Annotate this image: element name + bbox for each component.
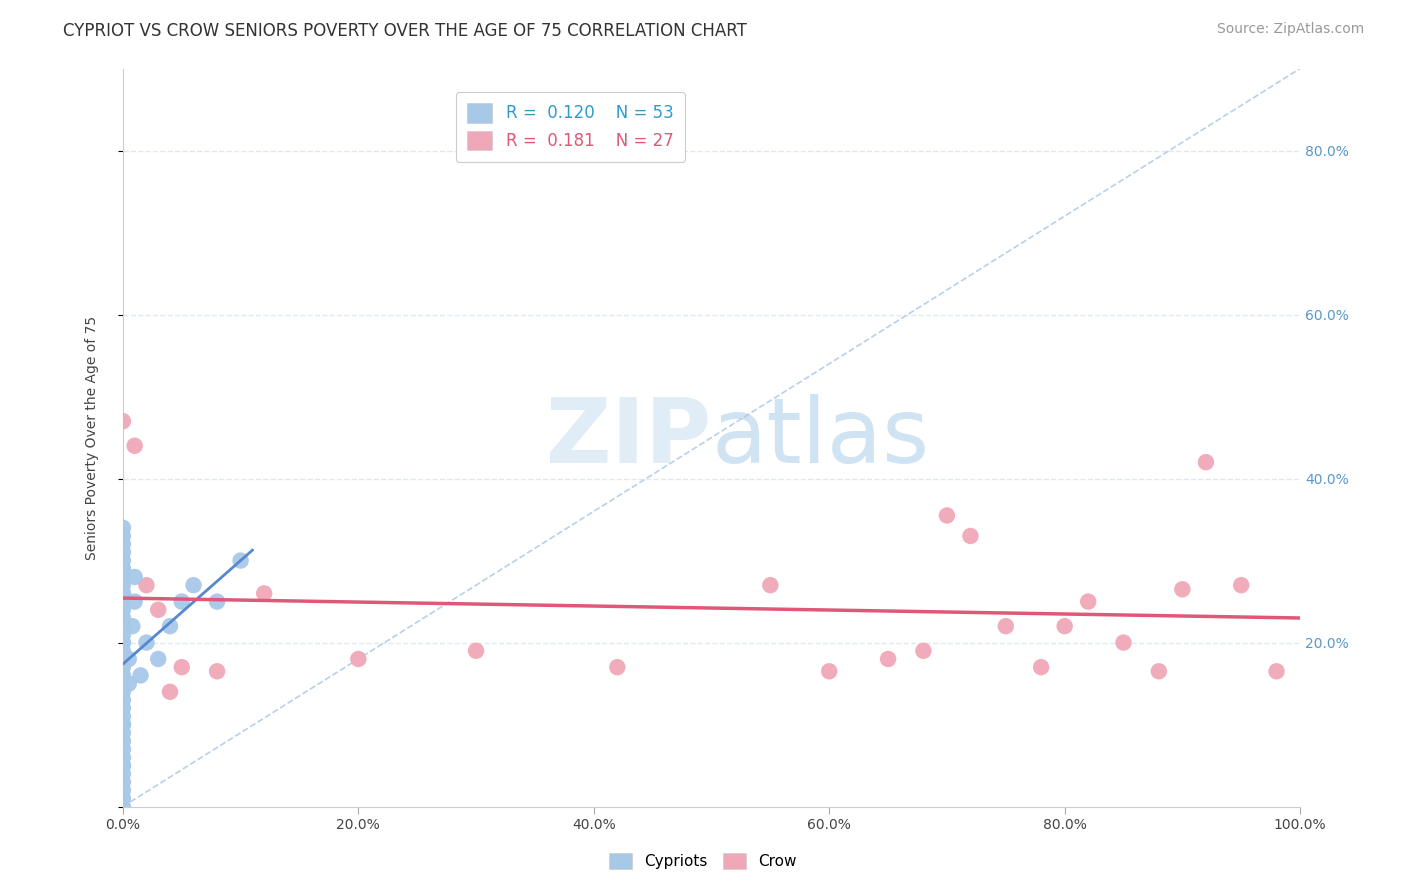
Text: CYPRIOT VS CROW SENIORS POVERTY OVER THE AGE OF 75 CORRELATION CHART: CYPRIOT VS CROW SENIORS POVERTY OVER THE… — [63, 22, 747, 40]
Point — [1077, 594, 1099, 608]
Point — [129, 668, 152, 682]
Point — [111, 603, 134, 617]
Point — [111, 709, 134, 723]
Point — [111, 521, 134, 535]
Point — [111, 611, 134, 625]
Point — [877, 652, 900, 666]
Point — [1112, 635, 1135, 649]
Point — [606, 660, 628, 674]
Point — [1171, 582, 1194, 597]
Point — [111, 635, 134, 649]
Point — [111, 644, 134, 658]
Point — [124, 594, 146, 608]
Point — [1265, 665, 1288, 679]
Text: atlas: atlas — [711, 393, 929, 482]
Point — [124, 570, 146, 584]
Point — [111, 578, 134, 592]
Point — [111, 635, 134, 649]
Point — [759, 578, 782, 592]
Point — [111, 750, 134, 764]
Point — [111, 545, 134, 559]
Legend: Cypriots, Crow: Cypriots, Crow — [603, 847, 803, 875]
Point — [183, 578, 205, 592]
Point — [465, 644, 488, 658]
Point — [912, 644, 935, 658]
Point — [205, 665, 228, 679]
Point — [205, 594, 228, 608]
Point — [118, 676, 141, 690]
Point — [959, 529, 981, 543]
Point — [148, 652, 170, 666]
Point — [111, 717, 134, 731]
Point — [111, 594, 134, 608]
Point — [818, 665, 841, 679]
Point — [111, 553, 134, 567]
Point — [111, 660, 134, 674]
Point — [111, 701, 134, 715]
Point — [111, 758, 134, 772]
Point — [111, 685, 134, 699]
Point — [159, 685, 181, 699]
Point — [111, 562, 134, 576]
Point — [111, 619, 134, 633]
Point — [994, 619, 1017, 633]
Point — [1230, 578, 1253, 592]
Point — [111, 652, 134, 666]
Point — [170, 594, 193, 608]
Point — [124, 439, 146, 453]
Point — [111, 766, 134, 780]
Point — [118, 652, 141, 666]
Point — [111, 734, 134, 748]
Point — [111, 799, 134, 814]
Point — [1053, 619, 1076, 633]
Point — [111, 586, 134, 600]
Point — [229, 553, 252, 567]
Point — [135, 635, 157, 649]
Point — [111, 562, 134, 576]
Point — [159, 619, 181, 633]
Point — [111, 742, 134, 756]
Point — [253, 586, 276, 600]
Point — [111, 758, 134, 772]
Text: Source: ZipAtlas.com: Source: ZipAtlas.com — [1216, 22, 1364, 37]
Point — [1147, 665, 1170, 679]
Legend: R =  0.120    N = 53, R =  0.181    N = 27: R = 0.120 N = 53, R = 0.181 N = 27 — [456, 92, 685, 161]
Point — [111, 537, 134, 551]
Point — [111, 570, 134, 584]
Point — [148, 603, 170, 617]
Y-axis label: Seniors Poverty Over the Age of 75: Seniors Poverty Over the Age of 75 — [86, 316, 100, 559]
Point — [111, 529, 134, 543]
Point — [111, 676, 134, 690]
Point — [111, 627, 134, 641]
Point — [111, 775, 134, 789]
Point — [111, 414, 134, 428]
Point — [111, 783, 134, 797]
Point — [935, 508, 957, 523]
Point — [1195, 455, 1218, 469]
Point — [170, 660, 193, 674]
Point — [111, 668, 134, 682]
Point — [121, 619, 143, 633]
Point — [111, 693, 134, 707]
Point — [111, 717, 134, 731]
Point — [111, 726, 134, 740]
Point — [111, 791, 134, 805]
Point — [1029, 660, 1052, 674]
Point — [347, 652, 370, 666]
Text: ZIP: ZIP — [547, 393, 711, 482]
Point — [111, 586, 134, 600]
Point — [135, 578, 157, 592]
